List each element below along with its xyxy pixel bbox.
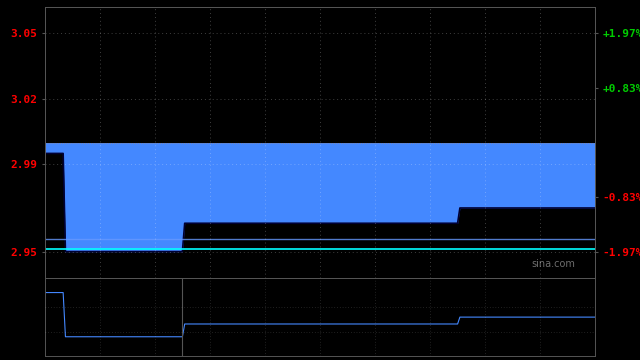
- Text: sina.com: sina.com: [532, 259, 576, 269]
